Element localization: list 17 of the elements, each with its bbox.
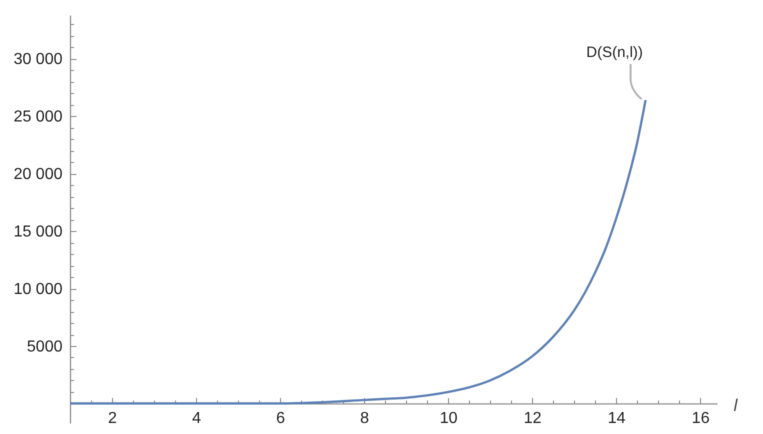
x-tick-label: 14 [608,410,626,427]
y-tick-label: 25 000 [14,108,63,126]
x-tick-label: 10 [440,410,458,427]
y-tick-label: 10 000 [14,281,63,298]
x-tick-label: 16 [692,410,710,427]
y-tick-label: 5000 [26,338,63,356]
y-tick-label: 30 000 [14,51,63,68]
x-tick-label: 2 [108,410,118,427]
x-axis-title: l [734,396,739,415]
y-tick-label: 20 000 [14,166,63,184]
line-series [70,98,647,405]
x-tick-label: 4 [192,410,202,427]
x-tick-label: 6 [276,410,286,427]
text: D(S(n,l)) [586,44,643,62]
x-tick-label: 8 [360,410,370,427]
x-tick-label: 12 [524,410,542,427]
y-tick-label: 15 000 [14,224,63,241]
